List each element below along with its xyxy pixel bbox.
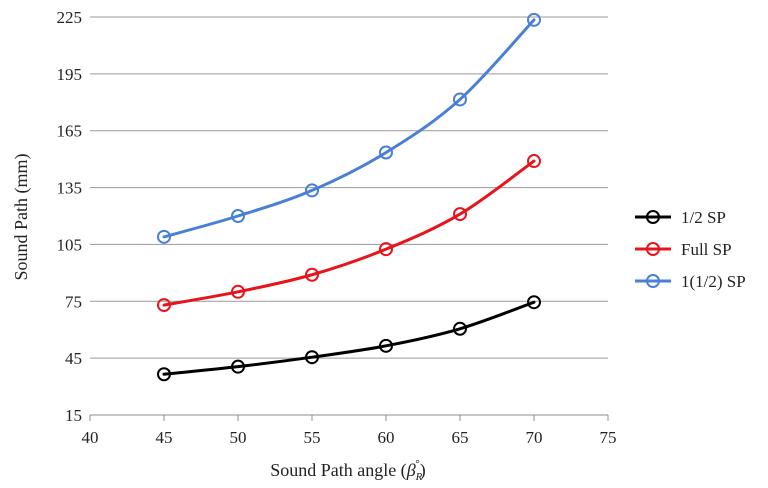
series-3-line (162, 18, 536, 239)
x-tick-label: 45 (156, 428, 173, 447)
series-1-point (527, 295, 541, 310)
y-tick-label: 165 (57, 122, 83, 141)
x-tick-label: 55 (304, 428, 321, 447)
series-1-point (231, 359, 245, 374)
legend-item: 1/2 SP (635, 208, 726, 227)
x-tick-label: 40 (82, 428, 99, 447)
legend-label: 1(1/2) SP (681, 272, 746, 291)
x-tick-label: 50 (230, 428, 247, 447)
series-2-point (231, 284, 245, 299)
x-axis-title-subscript: R (415, 471, 423, 483)
series-1-point (305, 350, 319, 365)
x-tick-label: 75 (600, 428, 617, 447)
series-layer (157, 12, 541, 382)
series-3-point (231, 209, 245, 223)
series-2-point (453, 207, 467, 222)
y-tick-label: 15 (65, 406, 82, 425)
series-1-line (162, 300, 536, 376)
grid-layer (90, 16, 608, 359)
series-3-point (157, 229, 171, 244)
series-2-line (162, 159, 536, 307)
x-axis-title-symbol: β (406, 460, 416, 480)
series-3-point (453, 92, 467, 107)
series-1-point (157, 367, 171, 382)
series-3-point (305, 183, 319, 198)
series-2-point (305, 267, 319, 282)
legend-swatch-marker (646, 242, 660, 256)
legend-swatch-marker (646, 274, 660, 288)
series-2-point (527, 154, 541, 169)
x-axis-title-superscript: ° (415, 458, 419, 470)
legend-label: 1/2 SP (681, 208, 726, 227)
x-tick-label: 70 (526, 428, 543, 447)
x-tick-label: 60 (378, 428, 395, 447)
series-1-point (453, 321, 467, 336)
series-3-point (379, 145, 393, 160)
x-axis-title-suffix: ) (420, 460, 426, 481)
y-tick-label: 135 (57, 179, 83, 198)
series-1-point (379, 338, 393, 353)
y-tick-label: 105 (57, 235, 83, 254)
y-tick-label: 225 (57, 8, 83, 27)
series-3-point (527, 12, 541, 27)
series-2-point (379, 242, 393, 257)
legend-item: Full SP (635, 240, 732, 259)
x-axis-title: Sound Path angle (βR°) (270, 458, 426, 483)
legend-label: Full SP (681, 240, 732, 259)
x-tick-label: 65 (452, 428, 469, 447)
legend: 1/2 SP Full SP 1(1/2) SP (635, 208, 746, 291)
y-axis-title: Sound Path (mm) (11, 153, 32, 280)
legend-item: 1(1/2) SP (635, 272, 746, 291)
legend-swatch-marker (646, 210, 660, 224)
axis-layer: 15 45 75 105 135 165 195 225 40 45 50 55 60 65 70 75 (57, 8, 617, 447)
series-2-point (157, 298, 171, 313)
x-axis-title-text: Sound Path angle ( (270, 460, 407, 481)
y-tick-label: 75 (65, 292, 82, 311)
y-tick-label: 195 (57, 65, 83, 84)
y-tick-label: 45 (65, 349, 82, 368)
